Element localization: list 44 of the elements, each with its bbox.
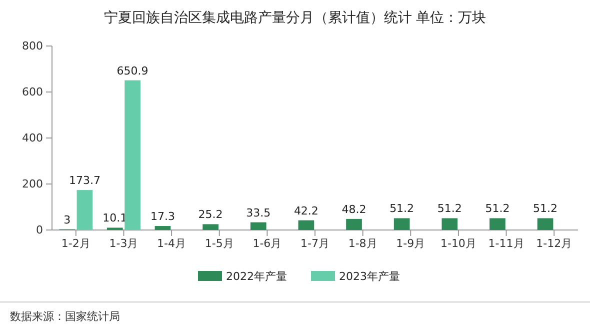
y-tick-label: 0 bbox=[36, 224, 43, 237]
x-tick-label: 1-8月 bbox=[348, 236, 378, 250]
bar bbox=[346, 218, 362, 230]
data-label: 51.2 bbox=[390, 202, 414, 216]
bar bbox=[537, 218, 554, 230]
data-label: 10.1 bbox=[102, 212, 128, 225]
y-tick-label: 400 bbox=[22, 132, 43, 145]
data-label: 17.3 bbox=[150, 210, 175, 224]
data-label: 650.9 bbox=[116, 64, 148, 78]
bar bbox=[76, 190, 93, 230]
data-label: 3 bbox=[64, 213, 71, 226]
x-tick-label: 1-6月 bbox=[252, 236, 282, 250]
data-label: 48.2 bbox=[342, 202, 366, 216]
data-label: 42.2 bbox=[294, 204, 318, 218]
y-tick-label: 600 bbox=[22, 86, 43, 99]
legend-label: 2023年产量 bbox=[339, 270, 400, 283]
source-note: 数据来源：国家统计局 bbox=[10, 310, 120, 323]
bar bbox=[490, 218, 506, 230]
y-tick-label: 800 bbox=[22, 40, 43, 53]
x-tick-label: 1-10月 bbox=[440, 236, 476, 250]
x-tick-label: 1-5月 bbox=[204, 236, 234, 250]
x-tick-label: 1-9月 bbox=[396, 236, 426, 250]
bar bbox=[154, 226, 171, 230]
bar bbox=[124, 80, 140, 230]
y-tick-label: 200 bbox=[22, 178, 43, 191]
x-tick-label: 1-4月 bbox=[157, 236, 186, 250]
x-tick-label: 1-2月 bbox=[61, 236, 90, 250]
data-label: 51.2 bbox=[485, 202, 510, 216]
x-tick-label: 1-12月 bbox=[536, 236, 572, 250]
data-label: 51.2 bbox=[437, 202, 462, 216]
data-label: 33.5 bbox=[246, 206, 271, 220]
chart-title: 宁夏回族自治区集成电路产量分月（累计值）统计 单位：万块 bbox=[104, 10, 486, 26]
bar bbox=[394, 218, 410, 230]
bar bbox=[202, 224, 218, 230]
x-tick-label: 1-11月 bbox=[488, 236, 524, 250]
bar bbox=[298, 220, 314, 230]
bar bbox=[250, 222, 266, 230]
data-label: 25.2 bbox=[198, 208, 223, 222]
x-tick-label: 1-3月 bbox=[109, 236, 138, 250]
data-label: 51.2 bbox=[533, 202, 558, 216]
bar bbox=[442, 218, 458, 230]
legend-label: 2022年产量 bbox=[226, 270, 287, 283]
data-label: 173.7 bbox=[68, 174, 100, 188]
x-tick-label: 1-7月 bbox=[300, 236, 330, 250]
